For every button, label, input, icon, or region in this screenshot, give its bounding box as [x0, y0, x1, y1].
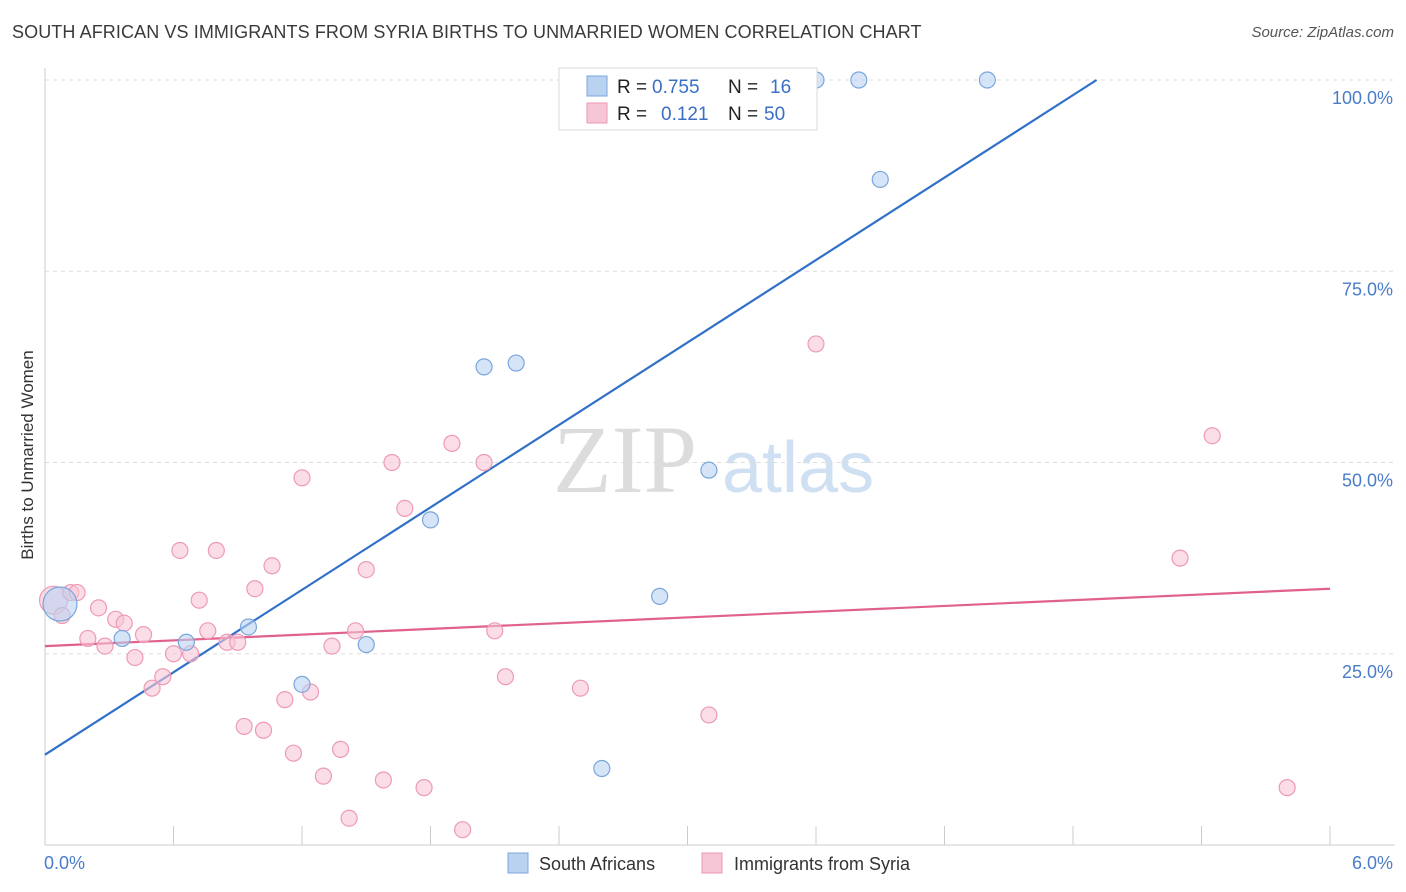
point-immigrants-syria	[276, 691, 294, 709]
point-immigrants-syria	[143, 679, 161, 697]
y-tick-label: 25.0%	[1342, 662, 1393, 682]
point-immigrants-syria	[475, 453, 493, 472]
point-immigrants-syria	[383, 453, 401, 472]
source-credit: Source: ZipAtlas.com	[1251, 24, 1394, 41]
point-south-africans	[593, 759, 611, 778]
point-immigrants-syria	[115, 614, 133, 632]
y-axis-label: Births to Unmarried Women	[18, 350, 37, 559]
legend-r-value-2: 0.121	[661, 104, 709, 125]
point-south-africans	[113, 629, 131, 648]
point-immigrants-syria	[126, 648, 144, 667]
legend-n-label-1: N =	[728, 77, 758, 98]
watermark-zip: ZIP	[553, 406, 697, 513]
point-south-africans	[177, 633, 195, 651]
point-south-africans	[507, 354, 525, 372]
legend-n-value-2: 50	[764, 104, 785, 125]
axes	[44, 68, 1395, 846]
trend-line-immigrants-syria	[44, 587, 1331, 648]
point-immigrants-syria	[190, 591, 208, 609]
tick-labels: 25.0% 50.0% 75.0% 100.0% 0.0% 6.0%	[44, 88, 1393, 873]
point-immigrants-syria	[96, 637, 114, 655]
legend-swatch-south-africans	[586, 75, 608, 97]
point-immigrants-syria	[346, 622, 365, 640]
point-immigrants-syria	[229, 633, 247, 651]
point-immigrants-syria	[415, 779, 433, 797]
point-immigrants-syria	[807, 335, 825, 353]
point-immigrants-syria	[207, 541, 225, 560]
point-immigrants-syria	[171, 541, 189, 560]
point-south-africans	[293, 675, 311, 693]
point-immigrants-syria	[396, 499, 414, 517]
point-south-africans	[357, 635, 375, 654]
legend-swatch-immigrants-syria	[586, 102, 608, 124]
point-immigrants-syria	[323, 637, 341, 655]
chart-title: SOUTH AFRICAN VS IMMIGRANTS FROM SYRIA B…	[12, 22, 922, 42]
point-immigrants-syria	[154, 668, 172, 686]
point-immigrants-syria	[357, 560, 375, 579]
point-south-africans	[871, 170, 889, 189]
point-immigrants-syria	[374, 771, 392, 789]
point-immigrants-syria	[314, 767, 333, 785]
point-south-africans	[978, 71, 996, 89]
bottom-legend-label-immigrants-syria: Immigrants from Syria	[734, 854, 911, 874]
legend-n-value-1: 16	[770, 77, 791, 98]
y-tick-label: 75.0%	[1342, 279, 1393, 299]
point-immigrants-syria	[89, 599, 108, 617]
point-immigrants-syria	[340, 809, 358, 827]
bottom-legend-label-south-africans: South Africans	[539, 854, 655, 874]
point-immigrants-syria	[79, 629, 97, 648]
watermark-atlas: atlas	[722, 428, 874, 508]
bottom-legend: South Africans Immigrants from Syria	[507, 852, 911, 874]
point-immigrants-syria	[134, 626, 153, 644]
y-tick-label: 50.0%	[1342, 471, 1393, 491]
point-south-africans	[651, 587, 669, 605]
point-immigrants-syria	[571, 679, 590, 697]
point-south-africans	[475, 358, 493, 376]
point-immigrants-syria	[199, 622, 217, 640]
legend-r-value-1: 0.755	[652, 77, 700, 98]
point-immigrants-syria	[263, 557, 281, 575]
point-immigrants-syria	[454, 821, 472, 839]
point-south-africans	[42, 586, 78, 622]
legend-r-label-1: R =	[617, 77, 647, 98]
legend-r-label-2: R =	[617, 104, 647, 125]
point-immigrants-syria	[1171, 549, 1189, 567]
point-south-africans	[700, 461, 718, 479]
legend-box: R = 0.755 N = 16 R = 0.121 N = 50	[558, 67, 818, 131]
bottom-legend-swatch-immigrants-syria	[701, 852, 723, 874]
point-immigrants-syria	[700, 706, 718, 724]
point-immigrants-syria	[235, 717, 253, 736]
grid-lines	[45, 79, 1395, 655]
x-tick-label: 0.0%	[44, 853, 85, 873]
point-immigrants-syria	[246, 580, 264, 598]
point-immigrants-syria	[1278, 779, 1296, 797]
data-points	[38, 71, 1296, 839]
point-immigrants-syria	[331, 740, 350, 758]
y-tick-label: 100.0%	[1332, 88, 1393, 108]
point-immigrants-syria	[1203, 427, 1221, 445]
point-immigrants-syria	[293, 469, 311, 487]
point-south-africans	[850, 71, 868, 89]
point-immigrants-syria	[254, 721, 273, 739]
legend-n-label-2: N =	[728, 104, 758, 125]
point-immigrants-syria	[443, 434, 461, 452]
point-south-africans	[421, 511, 440, 529]
point-immigrants-syria	[486, 622, 504, 640]
bottom-legend-swatch-south-africans	[507, 852, 529, 874]
x-tick-label: 6.0%	[1352, 853, 1393, 873]
point-immigrants-syria	[164, 645, 183, 663]
point-immigrants-syria	[496, 668, 515, 686]
point-immigrants-syria	[284, 744, 303, 762]
point-south-africans	[239, 618, 258, 636]
trend-line-south-africans	[44, 79, 1098, 756]
